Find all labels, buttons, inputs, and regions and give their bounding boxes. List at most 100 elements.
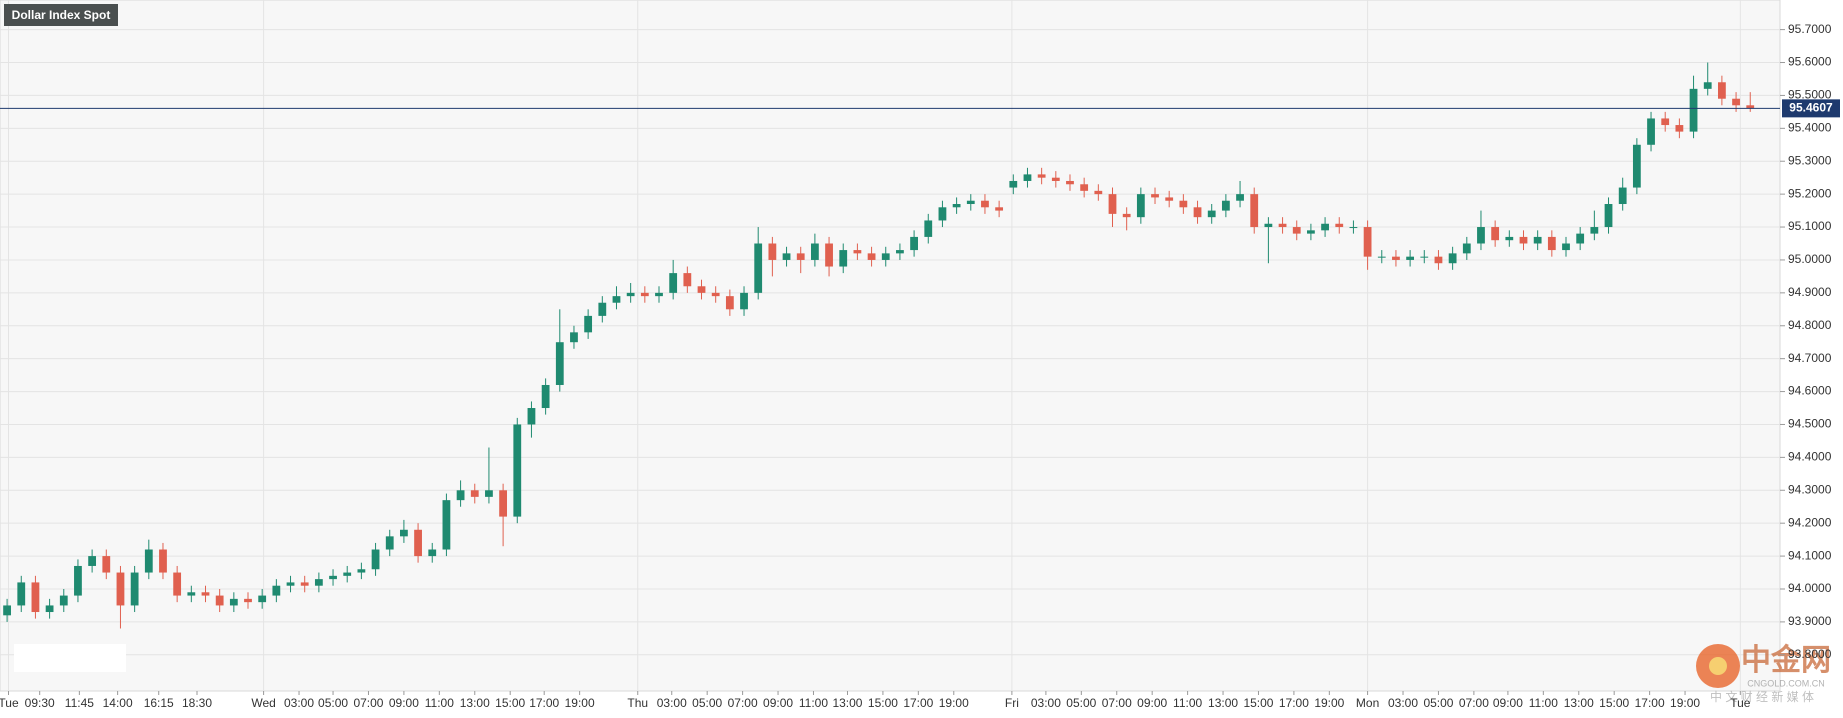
candle	[1392, 250, 1400, 267]
candle	[1307, 223, 1315, 241]
candle	[1023, 167, 1032, 188]
candle	[1618, 177, 1627, 211]
candle	[258, 588, 267, 609]
candle	[981, 194, 989, 214]
candle	[1349, 220, 1358, 234]
candle-body	[499, 490, 508, 517]
plot-area	[0, 0, 1781, 692]
candle	[1406, 250, 1415, 267]
x-tick-label: 03:00	[657, 696, 687, 710]
candle	[102, 549, 111, 580]
candle-body	[1406, 256, 1415, 260]
candle	[1151, 187, 1159, 205]
candle	[570, 325, 578, 349]
watermark: 中金网 CNGOLD.COM.CN 中 文 财 经 新 媒 体	[1696, 643, 1831, 704]
candle-body	[725, 296, 734, 310]
candle-body	[1221, 200, 1230, 211]
candle-body	[570, 332, 578, 343]
x-tick-label: Tue	[0, 696, 19, 710]
candle	[1193, 200, 1202, 224]
candle-body	[329, 575, 337, 580]
candle-body	[144, 549, 153, 573]
candle-body	[1533, 236, 1542, 244]
candle-body	[159, 549, 167, 573]
y-tick-label: 95.6000	[1788, 55, 1832, 69]
candle	[414, 523, 422, 563]
candle	[640, 286, 649, 303]
candle	[144, 539, 153, 580]
candle	[400, 519, 408, 543]
candle	[229, 592, 238, 613]
candle-body	[825, 243, 833, 267]
candle-body	[1321, 223, 1329, 231]
x-tick-label: 11:00	[1529, 696, 1558, 710]
candle-body	[1363, 227, 1372, 257]
y-tick-label: 93.9000	[1788, 614, 1832, 628]
candle	[45, 598, 54, 619]
watermark-logo: 中金网	[1741, 643, 1831, 677]
x-tick-label: 03:00	[1031, 696, 1061, 710]
y-tick-label: 95.7000	[1788, 22, 1832, 36]
candle-body	[286, 582, 295, 586]
candle	[1037, 167, 1046, 185]
candle-body	[88, 556, 97, 566]
candle	[1632, 138, 1641, 195]
candle-body	[1562, 243, 1570, 251]
candle	[59, 588, 68, 613]
candle	[1292, 220, 1301, 241]
candle-body	[1434, 256, 1443, 264]
candle-body	[697, 286, 706, 293]
candle-body	[584, 315, 593, 333]
candle	[584, 309, 593, 339]
candle	[1675, 118, 1684, 139]
candle-body	[1250, 194, 1259, 228]
y-tick-label: 95.4000	[1788, 121, 1832, 135]
candle-body	[485, 490, 493, 497]
candle	[1207, 204, 1216, 224]
candle	[1462, 236, 1471, 260]
candle	[1703, 62, 1712, 96]
x-tick-label: 09:00	[1493, 696, 1523, 710]
candle-body	[612, 296, 621, 303]
candle	[1066, 174, 1074, 191]
x-tick-label: 13:00	[832, 696, 862, 710]
candle-body	[102, 556, 111, 573]
candle-body	[938, 207, 947, 221]
candle-body	[300, 582, 309, 586]
candle	[626, 282, 635, 303]
candle	[1505, 230, 1514, 247]
candle-body	[1307, 230, 1315, 234]
candle-body	[229, 598, 238, 606]
candle	[1136, 187, 1145, 224]
candle-body	[910, 236, 918, 251]
candle-body	[598, 302, 607, 316]
candle	[683, 266, 692, 293]
candle-body	[258, 595, 267, 603]
candle-body	[1037, 174, 1046, 178]
candle	[527, 401, 536, 438]
candle	[1547, 230, 1556, 257]
candle-body	[1675, 125, 1684, 132]
x-tick-label: 13:00	[1208, 696, 1238, 710]
candle	[371, 542, 380, 576]
candle	[1533, 230, 1542, 251]
x-tick-label: 19:00	[565, 696, 595, 710]
candle	[1377, 250, 1386, 264]
watermark-logo-icon-inner	[1709, 657, 1727, 675]
candle	[1519, 230, 1528, 251]
candle-body	[1448, 253, 1457, 264]
y-tick-label: 95.1000	[1788, 219, 1832, 233]
candle-body	[867, 253, 876, 260]
x-tick-label: Mon	[1356, 696, 1379, 710]
candle	[300, 575, 309, 593]
candle-body	[371, 549, 380, 570]
candle	[966, 194, 975, 211]
candle	[655, 286, 663, 303]
x-tick-label: 05:00	[692, 696, 722, 710]
candle	[1689, 75, 1698, 139]
candle-body	[995, 207, 1004, 211]
y-tick-label: 94.4000	[1788, 450, 1832, 464]
candle	[513, 417, 522, 524]
x-tick-label: 18:30	[182, 696, 212, 710]
